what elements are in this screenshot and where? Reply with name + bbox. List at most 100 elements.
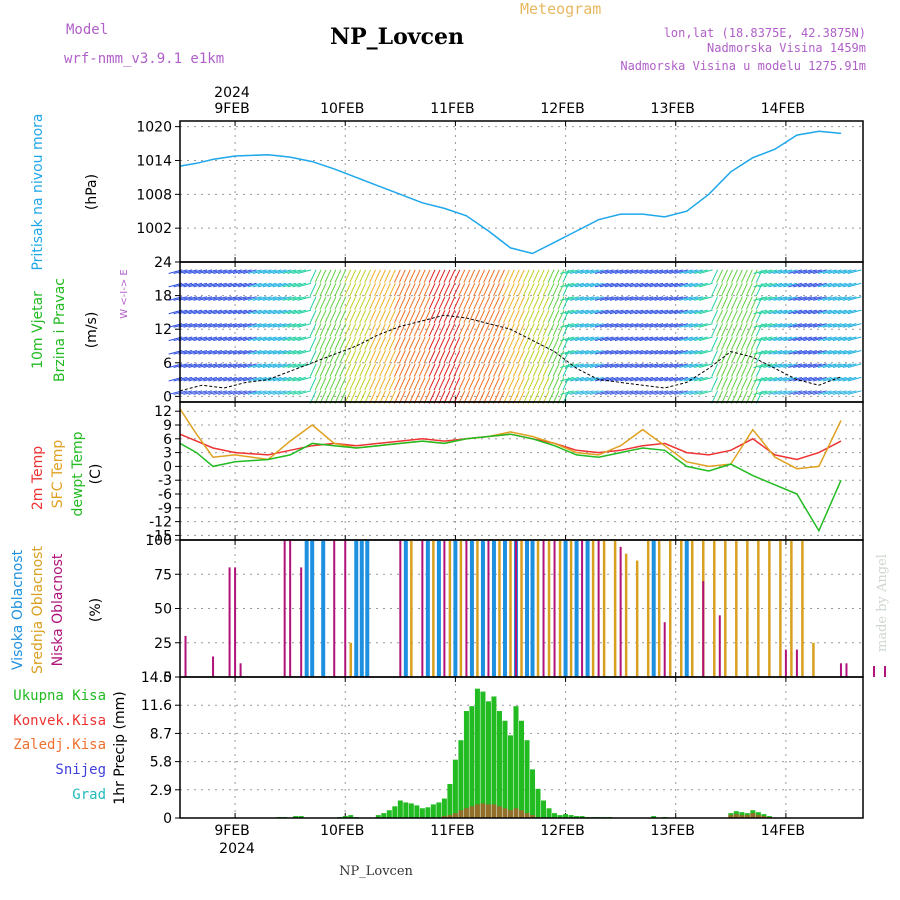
wind-barb [773, 363, 788, 369]
wind-barb [232, 269, 247, 274]
wind-barb [478, 309, 486, 324]
wind-barb [614, 349, 629, 355]
wind-barb [711, 377, 719, 391]
precip-conv-bar [739, 815, 745, 818]
wind-barb [624, 323, 639, 328]
cloud-bar [234, 567, 237, 677]
wind-barb [463, 323, 471, 337]
wind-barb [557, 336, 565, 350]
wind-barb [398, 350, 406, 364]
wind-barb [694, 269, 708, 274]
wind-barb [339, 296, 347, 310]
precip-total-bar [403, 802, 409, 818]
wind-barb [213, 376, 227, 382]
cloud-bar [421, 540, 424, 677]
wind-barb [599, 269, 614, 274]
wind-barb [731, 363, 738, 377]
wind-barb [629, 296, 644, 301]
wind-barb [827, 309, 842, 315]
wind-barb [413, 350, 421, 364]
model-label: Model [66, 22, 108, 38]
wind-barb [272, 323, 287, 328]
precip-conv-bar [502, 808, 508, 818]
wind-barb [478, 323, 486, 337]
wind-barb [388, 296, 396, 310]
wind-barb [344, 309, 352, 324]
precip-conv-bar [458, 810, 464, 818]
wind-barb [552, 323, 560, 337]
wind-barb [277, 309, 292, 315]
wind-barb [267, 390, 282, 395]
precip-total-bar [293, 816, 299, 818]
cloud-bar [602, 540, 606, 677]
wind-barb [488, 269, 495, 283]
wind-barb [329, 336, 337, 350]
wind-barb [369, 363, 376, 377]
wind-barb [793, 269, 807, 274]
wind-barb [438, 309, 446, 324]
wind-barb [237, 349, 252, 355]
wind-barb [483, 363, 491, 377]
wind-barb [570, 336, 584, 342]
wind-barb [783, 336, 798, 342]
bottom-day-label: 12FEB [540, 823, 584, 839]
wind-barb [188, 282, 203, 288]
wind-barb [639, 376, 654, 382]
wind-barb [649, 390, 664, 395]
wind-barb [736, 283, 743, 297]
wind-barb [349, 350, 357, 364]
wind-barb [674, 323, 688, 328]
precip-total-bar [507, 735, 513, 818]
wind-barb [344, 377, 352, 391]
cloud-bar [624, 553, 628, 677]
wind-barb [344, 363, 352, 377]
wind-barb [565, 296, 579, 301]
wind-barb [624, 309, 639, 315]
wind-barb [309, 363, 317, 377]
wind-barb [644, 323, 659, 328]
wind-barb [413, 323, 421, 337]
wind-barb [847, 269, 862, 274]
wind-barb [517, 363, 525, 377]
wind-barb [228, 336, 242, 342]
wind-barb [562, 363, 570, 377]
wind-barb [297, 269, 312, 274]
wind-barb [827, 323, 842, 328]
wind-barb [679, 336, 693, 342]
wind-barb [594, 390, 609, 395]
cloud-bar [304, 540, 309, 677]
wind-barb [669, 376, 684, 382]
precip-conv-bar [496, 806, 502, 818]
wind-barb [537, 350, 545, 364]
wind-barb [837, 336, 852, 342]
wind-barb [349, 323, 357, 337]
cloud-bar [746, 540, 749, 677]
wind-barb [418, 296, 426, 310]
footer-station: NP_Lovcen [339, 864, 413, 879]
wind-barb [218, 323, 232, 328]
wind-barb [755, 309, 763, 324]
cloud-bar [574, 540, 579, 677]
wind-barb [309, 350, 317, 364]
wind-barb [498, 336, 505, 350]
wind-barb [644, 296, 659, 301]
wind-barb [768, 363, 783, 369]
wind-barb [532, 323, 540, 337]
wind-barb [292, 323, 307, 328]
wind-barb [584, 390, 599, 395]
precip-conv-bar [485, 804, 491, 818]
wind-barb [679, 269, 693, 274]
y-tick-label: 1014 [136, 153, 172, 169]
wind-barb [557, 350, 565, 364]
wind-barb [369, 336, 376, 350]
wind-barb [634, 349, 649, 355]
cloud-bar [333, 540, 336, 677]
wind-barb [277, 282, 292, 288]
wind-barb [242, 349, 257, 355]
precip-ylabel: 1hr Precip (mm) [112, 691, 128, 804]
wind-barb [552, 350, 560, 364]
wind-barb [624, 376, 639, 382]
wind-barb [689, 309, 703, 315]
cloud-bar [354, 540, 359, 677]
